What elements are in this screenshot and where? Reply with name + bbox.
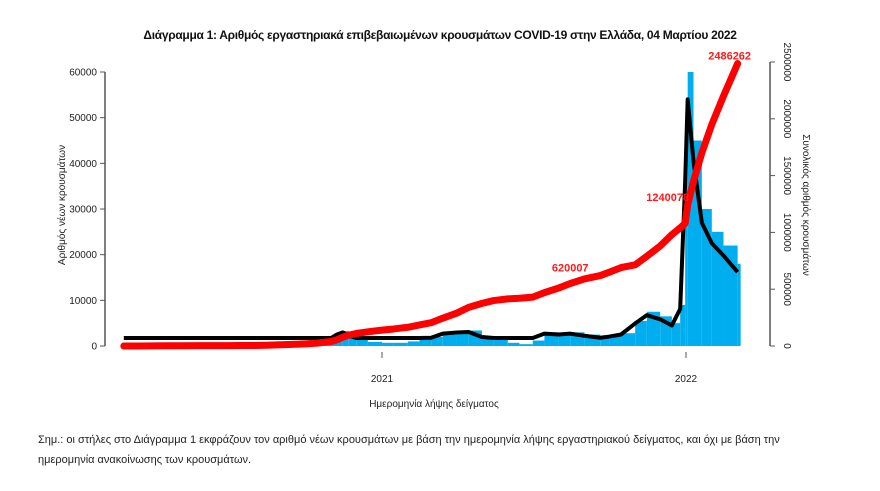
bar	[407, 341, 420, 346]
bar	[367, 341, 382, 346]
bar	[621, 333, 636, 346]
annotation-label: 620007	[552, 263, 589, 275]
y-right-tick-label: 1500000	[781, 156, 792, 195]
bar	[737, 263, 741, 346]
cumulative-line	[120, 60, 742, 350]
y-right-tick-label: 1000000	[781, 213, 792, 252]
y-tick-label: 0	[91, 342, 97, 353]
x-tick-label: 2021	[371, 374, 394, 385]
bar	[660, 316, 672, 346]
y-tick-label: 60000	[69, 68, 97, 79]
x-axis-label: Ημερομηνία λήψης δείγματος	[369, 398, 499, 410]
bar	[584, 334, 601, 346]
y-axis-right-label: Συνολικός αριθμός κρουσμάτων	[800, 134, 812, 276]
bars	[123, 72, 741, 346]
y-tick-label: 30000	[69, 205, 97, 216]
bar	[348, 334, 357, 346]
y-right-tick-label: 2500000	[781, 43, 792, 82]
y-right-tick-label: 500000	[781, 273, 792, 307]
y-tick-label: 40000	[69, 159, 97, 170]
bar	[711, 231, 724, 346]
bar	[701, 209, 712, 346]
bar	[532, 340, 545, 346]
bar	[481, 335, 494, 346]
bar	[382, 342, 394, 346]
y-tick-label: 20000	[69, 250, 97, 261]
bar	[431, 336, 443, 346]
bar	[507, 342, 520, 346]
bar	[493, 337, 508, 346]
bar	[442, 332, 457, 346]
bar	[393, 342, 408, 346]
bar	[685, 163, 688, 346]
moving-average-line	[123, 97, 740, 340]
bar	[456, 330, 469, 346]
bar	[419, 339, 432, 346]
bar	[693, 140, 702, 346]
bar	[600, 336, 610, 346]
footnote: Σημ.: οι στήλες στο Διάγραμμα 1 εκφράζου…	[38, 434, 780, 466]
bar	[558, 333, 571, 346]
y-right-tick-label: 2000000	[781, 99, 792, 138]
y-axis-label: Αριθμός νέων κρουσμάτων	[56, 145, 68, 265]
bar	[519, 344, 533, 346]
annotation-label: 1240078	[646, 192, 689, 204]
y-tick-label: 50000	[69, 113, 97, 124]
bar	[635, 320, 647, 346]
x-tick-label: 2022	[675, 374, 698, 385]
bar	[356, 339, 368, 346]
y-tick-label: 10000	[69, 296, 97, 307]
chart: 620007 1240078 2486262 0 10000 20000 30000 400…	[56, 43, 812, 410]
bar	[671, 323, 681, 346]
y-right-tick-label: 0	[781, 343, 792, 349]
chart-title: Διάγραμμα 1: Αριθμός εργαστηριακά επιβεβ…	[143, 28, 737, 42]
annotation-label: 2486262	[708, 51, 751, 63]
bar	[609, 335, 622, 346]
bar	[680, 304, 686, 346]
